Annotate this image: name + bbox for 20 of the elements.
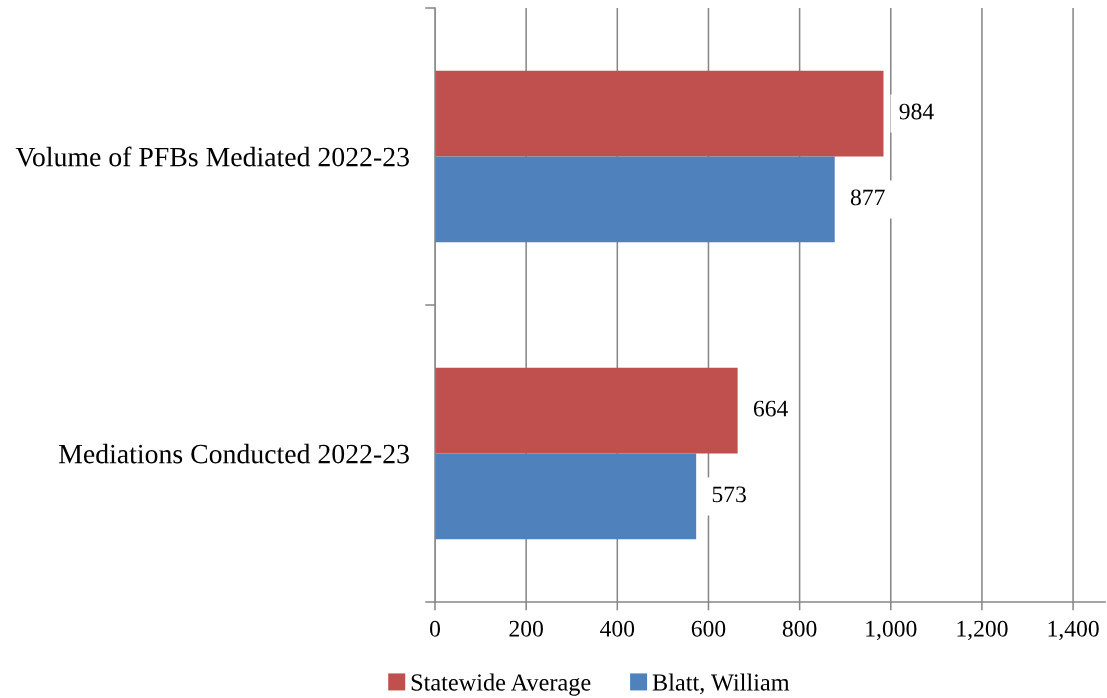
legend-label: Blatt, William [652, 673, 790, 695]
y-tick-label: Volume of PFBs Mediated 2022-23 [15, 146, 409, 167]
data-label: 984 [899, 103, 934, 120]
legend-label: Statewide Average [411, 673, 591, 696]
data-label: 877 [850, 189, 885, 206]
x-tick-label: 1,200 [957, 620, 1008, 641]
x-tick-label: 800 [782, 620, 817, 637]
bar [435, 70, 884, 157]
data-label: 573 [712, 486, 746, 503]
x-tick-label: 1,400 [1048, 620, 1099, 641]
y-tick-label: Mediations Conducted 2022-23 [58, 443, 409, 464]
x-tick-label: 0 [430, 620, 440, 637]
x-tick-label: 600 [691, 620, 726, 637]
x-tick-label: 400 [600, 620, 635, 637]
bar [435, 367, 738, 454]
bar [435, 156, 835, 243]
data-label: 664 [753, 400, 788, 417]
x-tick-label: 1,000 [866, 620, 917, 641]
x-tick-label: 200 [509, 620, 543, 637]
bar [435, 453, 697, 540]
